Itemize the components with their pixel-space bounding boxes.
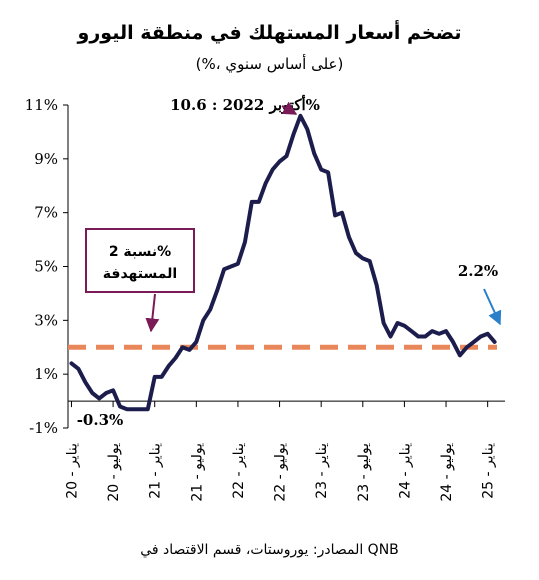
- y-tick-label: 11%: [25, 96, 58, 114]
- chart-subtitle: (%، على أساس سنوي): [195, 55, 344, 73]
- min-annotation: -0.3%: [77, 411, 124, 429]
- latest-arrow: [483, 288, 502, 326]
- latest-annotation: 2.2%: [458, 262, 498, 280]
- x-tick-label: يوليو - 20: [106, 443, 122, 502]
- axes: 11% 9% 7% 5% 3% 1% -1% يناير - 20 يوليو - 20 يناي…: [25, 96, 505, 502]
- y-tick-label: 3%: [34, 311, 58, 329]
- target-label: نسبة 2% المستهدفة: [103, 244, 177, 282]
- x-tick-label: يناير - 22: [231, 443, 247, 499]
- annotations-group: أكتوبر 2022 : 10.6% نسبة 2% المستهدفة -0.3%…: [77, 94, 502, 429]
- x-tick-label: يوليو - 23: [356, 443, 372, 502]
- series-line: [69, 113, 497, 412]
- x-tick-label: يناير - 24: [397, 443, 413, 499]
- y-tick-label: -1%: [29, 419, 58, 437]
- x-tick-label: يناير - 23: [314, 443, 330, 499]
- x-tick-label: يناير - 25: [481, 443, 497, 499]
- y-tick-label: 5%: [34, 258, 58, 276]
- x-tick-label: يناير - 20: [64, 443, 80, 499]
- series-group: [69, 113, 497, 412]
- x-tick-label: يوليو - 24: [439, 443, 455, 502]
- x-tick-label: يناير - 21: [148, 443, 164, 499]
- chart-source: المصادر: يوروستات، قسم الاقتصاد في QNB: [140, 542, 399, 558]
- target-label-box: [85, 228, 195, 293]
- peak-annotation: أكتوبر 2022 : 10.6%: [170, 94, 320, 114]
- x-tick-label: يوليو - 22: [273, 443, 289, 502]
- y-tick-label: 1%: [34, 365, 58, 383]
- x-tick-label: يوليو - 21: [189, 443, 205, 502]
- y-tick-label: 9%: [34, 150, 58, 168]
- peak-arrow: [281, 101, 298, 115]
- target-arrow: [145, 293, 160, 333]
- y-tick-label: 7%: [34, 204, 58, 222]
- chart-title: تضخم أسعار المستهلك في منطقة اليورو: [77, 22, 462, 44]
